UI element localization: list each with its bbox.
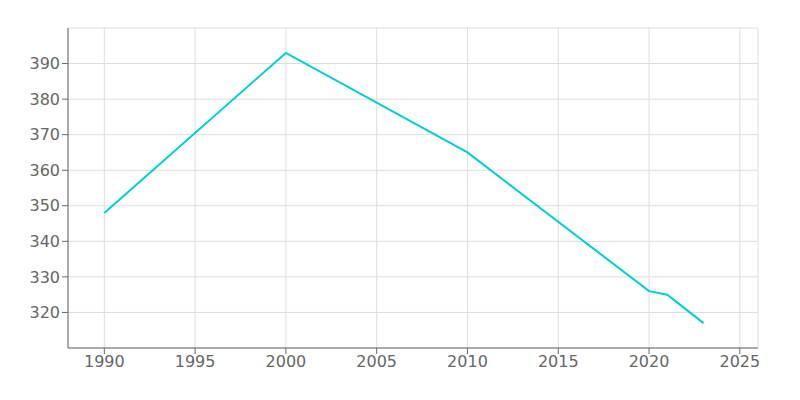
svg-text:360: 360 [29,161,60,180]
svg-text:2015: 2015 [538,352,579,371]
svg-text:370: 370 [29,125,60,144]
svg-text:2025: 2025 [719,352,760,371]
svg-text:2020: 2020 [629,352,670,371]
svg-text:350: 350 [29,196,60,215]
svg-text:320: 320 [29,303,60,322]
svg-text:1995: 1995 [175,352,216,371]
svg-text:2000: 2000 [266,352,307,371]
svg-text:1990: 1990 [84,352,125,371]
svg-text:2005: 2005 [356,352,397,371]
svg-text:390: 390 [29,54,60,73]
svg-text:330: 330 [29,268,60,287]
svg-text:380: 380 [29,90,60,109]
svg-text:2010: 2010 [447,352,488,371]
svg-text:340: 340 [29,232,60,251]
